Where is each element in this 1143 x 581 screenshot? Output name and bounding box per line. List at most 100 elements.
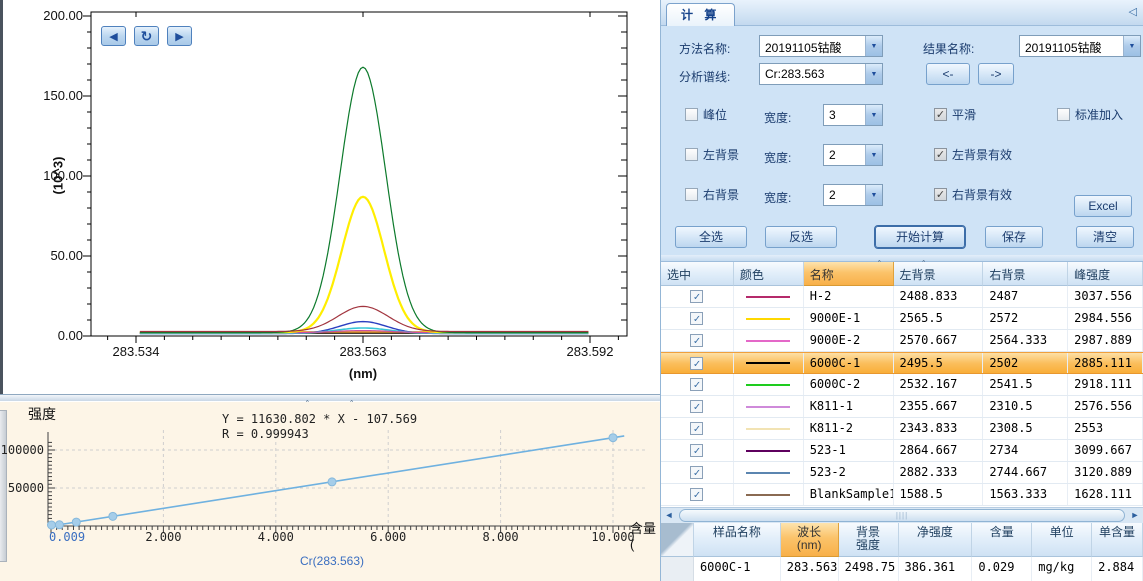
row-checkbox[interactable]: ✓ — [690, 334, 704, 347]
previous-button[interactable]: <- — [926, 63, 970, 85]
checkbox-checked-icon[interactable]: ✓ — [934, 148, 947, 161]
calibration-point[interactable] — [608, 433, 618, 443]
table-row[interactable]: ✓ H-2 2488.833 2487 3037.556 — [661, 286, 1143, 308]
table-row[interactable]: ✓ 9000E-1 2565.5 2572 2984.556 — [661, 308, 1143, 330]
calibration-point[interactable] — [327, 477, 337, 487]
table-row[interactable]: ✓ 523-1 2864.667 2734 3099.667 — [661, 440, 1143, 462]
peak-width-select[interactable]: 3 ▼ — [823, 104, 883, 126]
column-header-1[interactable]: 颜色 — [733, 262, 804, 286]
row-checkbox[interactable]: ✓ — [690, 488, 704, 501]
cell: 2.884 — [1092, 557, 1143, 581]
scroll-left-button[interactable]: ◀ — [101, 26, 126, 46]
column-header-2[interactable]: 背景 强度 — [838, 523, 899, 557]
clear-button[interactable]: 清空 — [1076, 226, 1134, 248]
cell-color — [734, 440, 804, 461]
row-checkbox[interactable]: ✓ — [690, 290, 704, 303]
right-background-checkbox[interactable]: 右背景 — [685, 186, 739, 203]
row-checkbox[interactable]: ✓ — [690, 356, 704, 370]
row-checkbox[interactable]: ✓ — [690, 312, 704, 325]
table-row[interactable]: ✓ BlankSample1 1588.5 1563.333 1628.111 — [661, 484, 1143, 506]
left-background-checkbox[interactable]: 左背景 — [685, 146, 739, 163]
select-all-button[interactable]: 全选 — [675, 226, 747, 248]
cell: 2532.167 — [894, 374, 984, 395]
row-checkbox[interactable]: ✓ — [690, 378, 704, 391]
checkbox-checked-icon[interactable]: ✓ — [934, 108, 947, 121]
scroll-right-button[interactable]: ▶ — [167, 26, 192, 46]
cell: 2576.556 — [1068, 396, 1143, 417]
dropdown-icon[interactable]: ▼ — [865, 105, 882, 125]
dropdown-icon[interactable]: ▼ — [865, 36, 882, 56]
analysis-line-value: Cr:283.563 — [765, 67, 825, 81]
series-color-swatch — [746, 383, 791, 386]
refresh-button[interactable]: ↻ — [134, 26, 159, 46]
column-header-4[interactable]: 含量 — [972, 523, 1033, 557]
column-header-3[interactable]: 左背景 — [893, 262, 984, 286]
excel-button[interactable]: Excel — [1074, 195, 1132, 217]
peak-position-checkbox[interactable]: 峰位 — [685, 106, 727, 123]
column-header-1[interactable]: 波长 (nm) — [780, 523, 839, 557]
table-row[interactable]: ✓ K811-2 2343.833 2308.5 2553 — [661, 418, 1143, 440]
invert-selection-button[interactable]: 反选 — [765, 226, 837, 248]
dropdown-icon[interactable]: ▼ — [1123, 36, 1140, 56]
checkbox-icon[interactable] — [1057, 108, 1070, 121]
dropdown-icon[interactable]: ▼ — [865, 185, 882, 205]
row-checkbox[interactable]: ✓ — [690, 444, 704, 457]
series-color-swatch — [746, 317, 791, 320]
column-header-3[interactable]: 净强度 — [898, 523, 973, 557]
scrollbar-right-arrow[interactable]: ► — [1130, 510, 1140, 520]
checkbox-checked-icon[interactable]: ✓ — [934, 188, 947, 201]
column-header-5[interactable]: 单位 — [1032, 523, 1093, 557]
table-row[interactable]: 6000C-1 283.563 2498.75 386.361 0.029 mg/kg 2.… — [661, 557, 1143, 581]
column-header-6[interactable]: 单含量 — [1092, 523, 1143, 557]
left-bg-valid-checkbox[interactable]: ✓ 左背景有效 — [934, 146, 1012, 163]
row-selector-cell[interactable] — [661, 557, 694, 581]
column-header-0[interactable]: 选中 — [661, 262, 734, 286]
series-color-swatch — [746, 449, 791, 452]
column-header-2[interactable]: 名称 — [803, 262, 894, 286]
checkbox-icon[interactable] — [685, 148, 698, 161]
row-checkbox[interactable]: ✓ — [690, 466, 704, 479]
row-checkbox[interactable]: ✓ — [690, 400, 704, 413]
table-row[interactable]: ✓ 6000C-2 2532.167 2541.5 2918.111 — [661, 374, 1143, 396]
save-button[interactable]: 保存 — [985, 226, 1043, 248]
collapse-panel-icon[interactable]: ◁ — [1128, 6, 1137, 18]
table-row[interactable]: ✓ 9000E-2 2570.667 2564.333 2987.889 — [661, 330, 1143, 352]
table-row[interactable]: ✓ 523-2 2882.333 2744.667 3120.889 — [661, 462, 1143, 484]
row-checkbox[interactable]: ✓ — [690, 422, 704, 435]
scrollbar-left-arrow[interactable]: ◄ — [664, 510, 674, 520]
calibration-point[interactable] — [54, 520, 64, 530]
smooth-checkbox[interactable]: ✓ 平滑 — [934, 106, 976, 123]
dropdown-icon[interactable]: ▼ — [865, 64, 882, 84]
calibration-point[interactable] — [47, 520, 57, 530]
cell: 2984.556 — [1068, 308, 1143, 329]
analysis-line-select[interactable]: Cr:283.563 ▼ — [759, 63, 883, 85]
calibration-point[interactable] — [108, 511, 118, 521]
right-bg-valid-checkbox[interactable]: ✓ 右背景有效 — [934, 186, 1012, 203]
table-row[interactable]: ✓ 6000C-1 2495.5 2502 2885.111 — [661, 352, 1143, 374]
horizontal-scrollbar[interactable]: ◄ |||| ► — [661, 507, 1143, 523]
method-name-select[interactable]: 20191105钴酸 ▼ — [759, 35, 883, 57]
table-splitter[interactable] — [661, 255, 1143, 262]
horizontal-splitter[interactable] — [0, 394, 660, 402]
scrollbar-thumb[interactable]: |||| — [679, 509, 1125, 522]
column-header-5[interactable]: 峰强度 — [1068, 262, 1143, 286]
spectrum-curve-darkred-peak — [139, 305, 589, 333]
select-all-corner-cell[interactable] — [661, 523, 694, 557]
cell: mg/kg — [1032, 557, 1093, 581]
standard-addition-checkbox[interactable]: 标准加入 — [1057, 106, 1123, 123]
calibration-point[interactable] — [71, 517, 81, 527]
start-calculation-button[interactable]: 开始计算 — [874, 225, 966, 249]
spectra-chart — [83, 11, 628, 343]
column-header-0[interactable]: 样品名称 — [693, 523, 781, 557]
left-bg-width-select[interactable]: 2 ▼ — [823, 144, 883, 166]
right-bg-width-select[interactable]: 2 ▼ — [823, 184, 883, 206]
table-row[interactable]: ✓ K811-1 2355.667 2310.5 2576.556 — [661, 396, 1143, 418]
dropdown-icon[interactable]: ▼ — [865, 145, 882, 165]
column-header-4[interactable]: 右背景 — [983, 262, 1069, 286]
next-button[interactable]: -> — [978, 63, 1014, 85]
cell: 6000C-1 — [694, 557, 781, 581]
checkbox-icon[interactable] — [685, 108, 698, 121]
checkbox-icon[interactable] — [685, 188, 698, 201]
tab-calculate[interactable]: 计 算 — [666, 3, 736, 26]
result-name-select[interactable]: 20191105钴酸 ▼ — [1019, 35, 1141, 57]
